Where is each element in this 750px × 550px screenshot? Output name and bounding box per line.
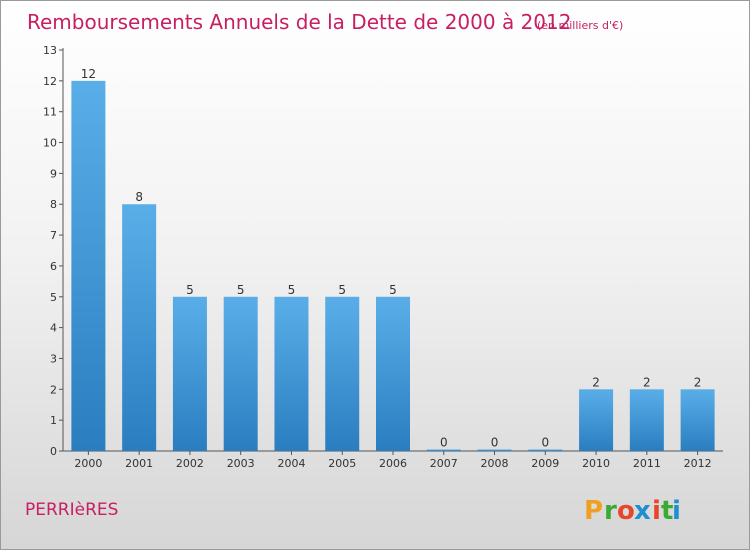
bar-value-label: 0 [541,436,549,450]
x-tick-label: 2007 [430,457,458,470]
bar-value-label: 2 [592,375,600,389]
y-tick-label: 8 [50,198,57,211]
bar [122,204,157,451]
bar-value-label: 5 [338,283,346,297]
bar-value-label: 5 [237,283,245,297]
bar [579,389,614,451]
y-tick-label: 4 [50,322,57,335]
logo-letter: t [661,496,673,526]
x-tick-label: 2011 [633,457,661,470]
y-tick-label: 1 [50,414,57,427]
bar [376,296,410,451]
bar-value-label: 0 [491,436,499,450]
chart-unit-subtitle: (en milliers d'€) [537,19,623,32]
logo-letter: o [617,496,635,526]
y-tick-label: 9 [50,167,57,180]
bar-value-label: 8 [135,190,143,204]
y-tick-label: 0 [50,445,57,458]
logo-letter: i [672,496,681,526]
x-tick-label: 2004 [277,457,305,470]
y-tick-label: 6 [50,260,57,273]
logo-letter: P [584,496,603,526]
bar [274,296,309,451]
logo-letter: i [652,496,661,526]
y-tick-label: 2 [50,383,57,396]
x-tick-label: 2003 [227,457,255,470]
bar [680,389,715,451]
commune-name: PERRIèRES [25,500,118,520]
x-tick-label: 2000 [74,457,102,470]
logo-letter: r [604,496,617,526]
bar [71,80,106,451]
x-tick-label: 2005 [328,457,356,470]
y-tick-label: 3 [50,352,57,365]
bar [172,296,207,451]
bar-value-label: 5 [389,283,397,297]
bar [528,449,563,451]
bar-value-label: 2 [694,375,702,389]
y-tick-label: 10 [43,137,57,150]
bar-value-label: 12 [81,67,96,81]
bar [477,449,512,451]
x-tick-label: 2001 [125,457,153,470]
chart-title: Remboursements Annuels de la Dette de 20… [27,10,571,34]
y-tick-label: 13 [43,44,57,57]
bar [223,296,258,451]
x-tick-label: 2012 [684,457,712,470]
logo-letter: x [634,496,651,526]
x-tick-label: 2006 [379,457,407,470]
x-tick-label: 2002 [176,457,204,470]
y-tick-label: 11 [43,106,57,119]
bar-value-label: 2 [643,375,651,389]
bar [629,389,664,451]
bar-value-label: 5 [288,283,296,297]
bar-value-label: 0 [440,436,448,450]
x-tick-label: 2009 [531,457,559,470]
y-tick-label: 5 [50,291,57,304]
y-tick-label: 12 [43,75,57,88]
y-tick-label: 7 [50,229,57,242]
chart-data-labels: 12 8 5 5 5 5 5 0 0 0 2 2 2 [81,67,702,450]
bar-value-label: 5 [186,283,194,297]
x-tick-label: 2010 [582,457,610,470]
chart-bars [71,80,715,451]
bar [325,296,360,451]
bar [426,449,461,451]
x-tick-label: 2008 [481,457,509,470]
